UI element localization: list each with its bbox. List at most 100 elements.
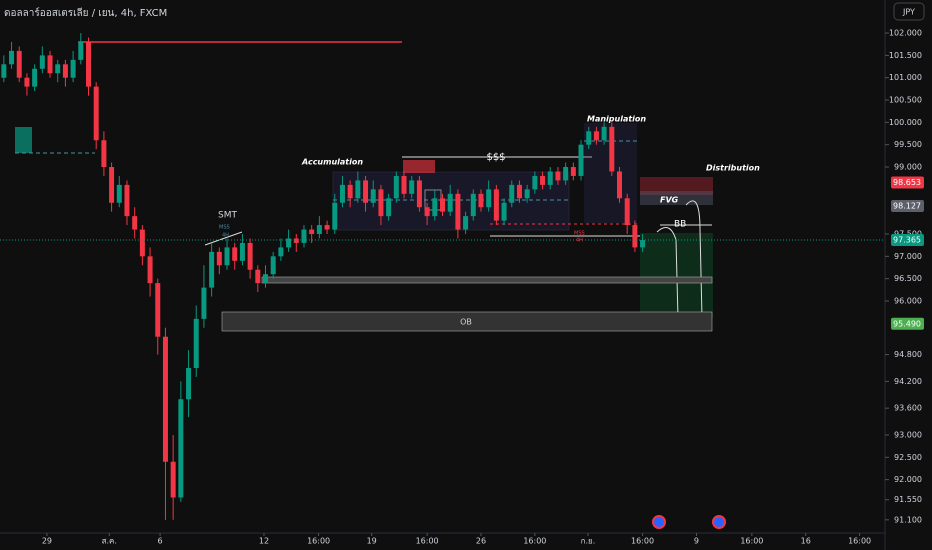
x-tick-label: 26 (476, 537, 486, 546)
candle-body (178, 399, 184, 498)
candle-body (547, 171, 553, 185)
candle-body (55, 64, 61, 74)
y-tick-label: 101.000 (889, 73, 922, 82)
candle-body (162, 336, 168, 462)
annotation: MSS (574, 231, 585, 237)
annotation: Accumulation (301, 158, 363, 167)
target-zone (640, 177, 713, 195)
annotation: BB (674, 220, 686, 230)
candle-body (293, 238, 299, 243)
y-tick-label: 101.500 (889, 51, 922, 60)
y-tick-label: 96.000 (894, 296, 922, 305)
candle-body (355, 180, 361, 199)
price-label-text: 95.490 (893, 319, 921, 328)
candle-body (155, 283, 161, 337)
price-label (891, 176, 924, 189)
candle-body (339, 184, 345, 203)
y-tick-label: 92.000 (894, 475, 922, 484)
price-label-text: 98.653 (893, 178, 921, 187)
candle-body (32, 68, 38, 87)
x-tick-label: 12 (259, 537, 269, 546)
candle-body (463, 216, 469, 230)
candle-body (101, 140, 107, 168)
x-tick-label: 16:00 (307, 537, 330, 546)
candle-body (224, 247, 230, 266)
currency-button-label[interactable]: JPY (902, 8, 915, 17)
candle-body (109, 167, 115, 203)
candle-body (486, 189, 492, 208)
price-label (891, 317, 924, 330)
y-tick-label: 100.500 (889, 96, 922, 105)
candle-body (247, 242, 253, 270)
candle-body (239, 242, 245, 261)
candle-body (570, 167, 576, 176)
candle-body (116, 184, 122, 203)
candle-body (555, 171, 561, 181)
candle-body (563, 167, 569, 181)
price-label (891, 234, 924, 247)
annotation: 4H (576, 238, 583, 244)
supply-zone (403, 160, 435, 173)
candle-body (378, 189, 384, 217)
candle-body (447, 193, 453, 212)
candle-body (347, 184, 353, 199)
candle-body (424, 207, 430, 217)
candle-body (586, 131, 592, 145)
candle-body (455, 193, 461, 230)
x-tick-label: 6 (158, 537, 163, 546)
x-tick-label: 16:00 (631, 537, 654, 546)
x-tick-label: 19 (367, 537, 377, 546)
x-tick-label: 16:00 (848, 537, 871, 546)
demand-zone (261, 276, 713, 284)
candle-body (193, 318, 199, 368)
candle-body (401, 175, 407, 194)
candle-body (540, 175, 546, 185)
candle-body (440, 198, 445, 212)
candle-body (132, 216, 138, 230)
candle-body (86, 41, 91, 87)
y-tick-label: 97.000 (894, 252, 922, 261)
candle-body (16, 50, 22, 78)
x-tick-label: 16 (801, 537, 811, 546)
candle-body (386, 198, 392, 217)
candle-body (432, 198, 438, 217)
zone (15, 127, 32, 153)
x-tick-label: ก.ย. (581, 537, 596, 546)
candle-body (39, 55, 45, 69)
candle-body (309, 229, 315, 235)
candle-body (324, 225, 330, 230)
candle-body (93, 86, 99, 141)
candle-body (601, 126, 607, 141)
annotation: $$$ (486, 152, 505, 163)
candle-body (9, 50, 15, 65)
candle-body (78, 41, 84, 60)
smt-line (204, 231, 243, 246)
y-tick-label: 99.000 (894, 163, 922, 172)
event-icon[interactable] (652, 515, 666, 529)
x-tick-label: 9 (694, 537, 699, 546)
x-tick-label: 16:00 (416, 537, 439, 546)
candle-body (278, 247, 284, 257)
price-label-text: 98.127 (893, 202, 921, 211)
event-icon[interactable] (712, 515, 726, 529)
y-tick-label: 93.000 (894, 430, 922, 439)
annotation: 4H (222, 233, 229, 239)
y-tick-label: 99.500 (894, 140, 922, 149)
y-tick-label: 97.500 (894, 230, 922, 239)
candle-body (316, 225, 322, 235)
currency-button[interactable] (893, 2, 925, 21)
candle-body (501, 202, 507, 221)
ob-zone (221, 311, 713, 332)
candle-body (478, 193, 484, 208)
candle-body (578, 144, 584, 176)
candle-body (263, 274, 268, 284)
x-tick-label: 29 (42, 537, 52, 546)
candle-body (170, 461, 176, 498)
time-axis (0, 533, 885, 550)
candle-body (186, 367, 192, 400)
candle-body (524, 189, 530, 199)
candle-body (124, 184, 130, 217)
